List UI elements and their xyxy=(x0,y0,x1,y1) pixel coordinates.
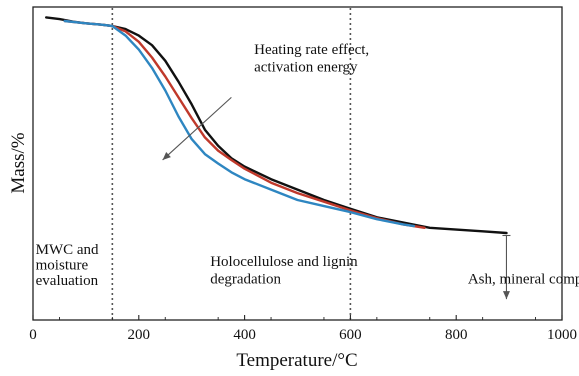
series-line-3 xyxy=(63,19,416,228)
annotation-6: Holocellulose and lignin xyxy=(210,254,358,270)
annotation-3: MWC and xyxy=(36,242,99,258)
x-tick-label-0: 0 xyxy=(29,327,37,343)
series-layer xyxy=(45,16,508,235)
annotation-layer: Heating rate effect,activation energy MWC… xyxy=(36,42,579,289)
annotation-2: activation energy xyxy=(254,59,358,75)
arrow-1-shaft xyxy=(162,96,232,161)
plot-frame xyxy=(32,6,563,321)
x-axis-ticks: 0 200 400 600 800 1000 xyxy=(29,315,577,343)
reference-lines xyxy=(111,8,352,319)
x-tick-label-1000: 1000 xyxy=(547,327,577,343)
x-tick-label-600: 600 xyxy=(339,327,362,343)
x-tick-label-800: 800 xyxy=(445,327,468,343)
annotation-8: Ash, mineral components xyxy=(468,271,579,287)
arrow-layer xyxy=(162,96,511,300)
annotation-5: evaluation xyxy=(36,273,99,289)
x-tick-label-400: 400 xyxy=(233,327,256,343)
x-tick-label-200: 200 xyxy=(128,327,151,343)
x-axis-title: Temperature/°C xyxy=(236,350,357,371)
series-line-2 xyxy=(63,19,426,229)
arrow-2-head xyxy=(502,291,510,300)
y-axis-title: Mass/% xyxy=(8,132,29,193)
arrow-1-head xyxy=(162,151,171,160)
annotation-1: Heating rate effect, xyxy=(254,42,369,58)
annotation-4: moisture xyxy=(36,258,89,274)
annotation-7: degradation xyxy=(210,271,281,287)
